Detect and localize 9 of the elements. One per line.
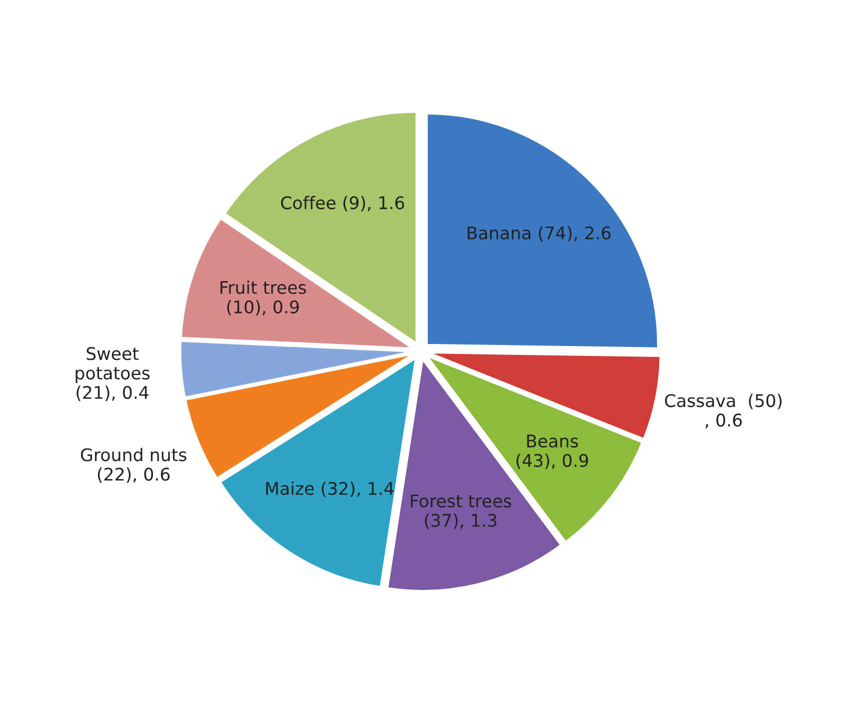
slice-label: Fruit trees (10), 0.9: [220, 280, 306, 316]
slice-label: Maize (32), 1.4: [266, 482, 394, 498]
slice-label: Sweet potatoes (21), 0.4: [76, 347, 150, 402]
slice-label: Cassava (50) , 0.6: [664, 394, 782, 428]
slice-label: Ground nuts (22), 0.6: [80, 448, 186, 483]
slice-label: Forest trees (37), 1.3: [410, 494, 512, 529]
slice-label: Banana (74), 2.6: [468, 226, 611, 242]
slice-label: Coffee (9), 1.6: [281, 196, 404, 212]
slice-label: Beans (43), 0.9: [516, 434, 588, 470]
